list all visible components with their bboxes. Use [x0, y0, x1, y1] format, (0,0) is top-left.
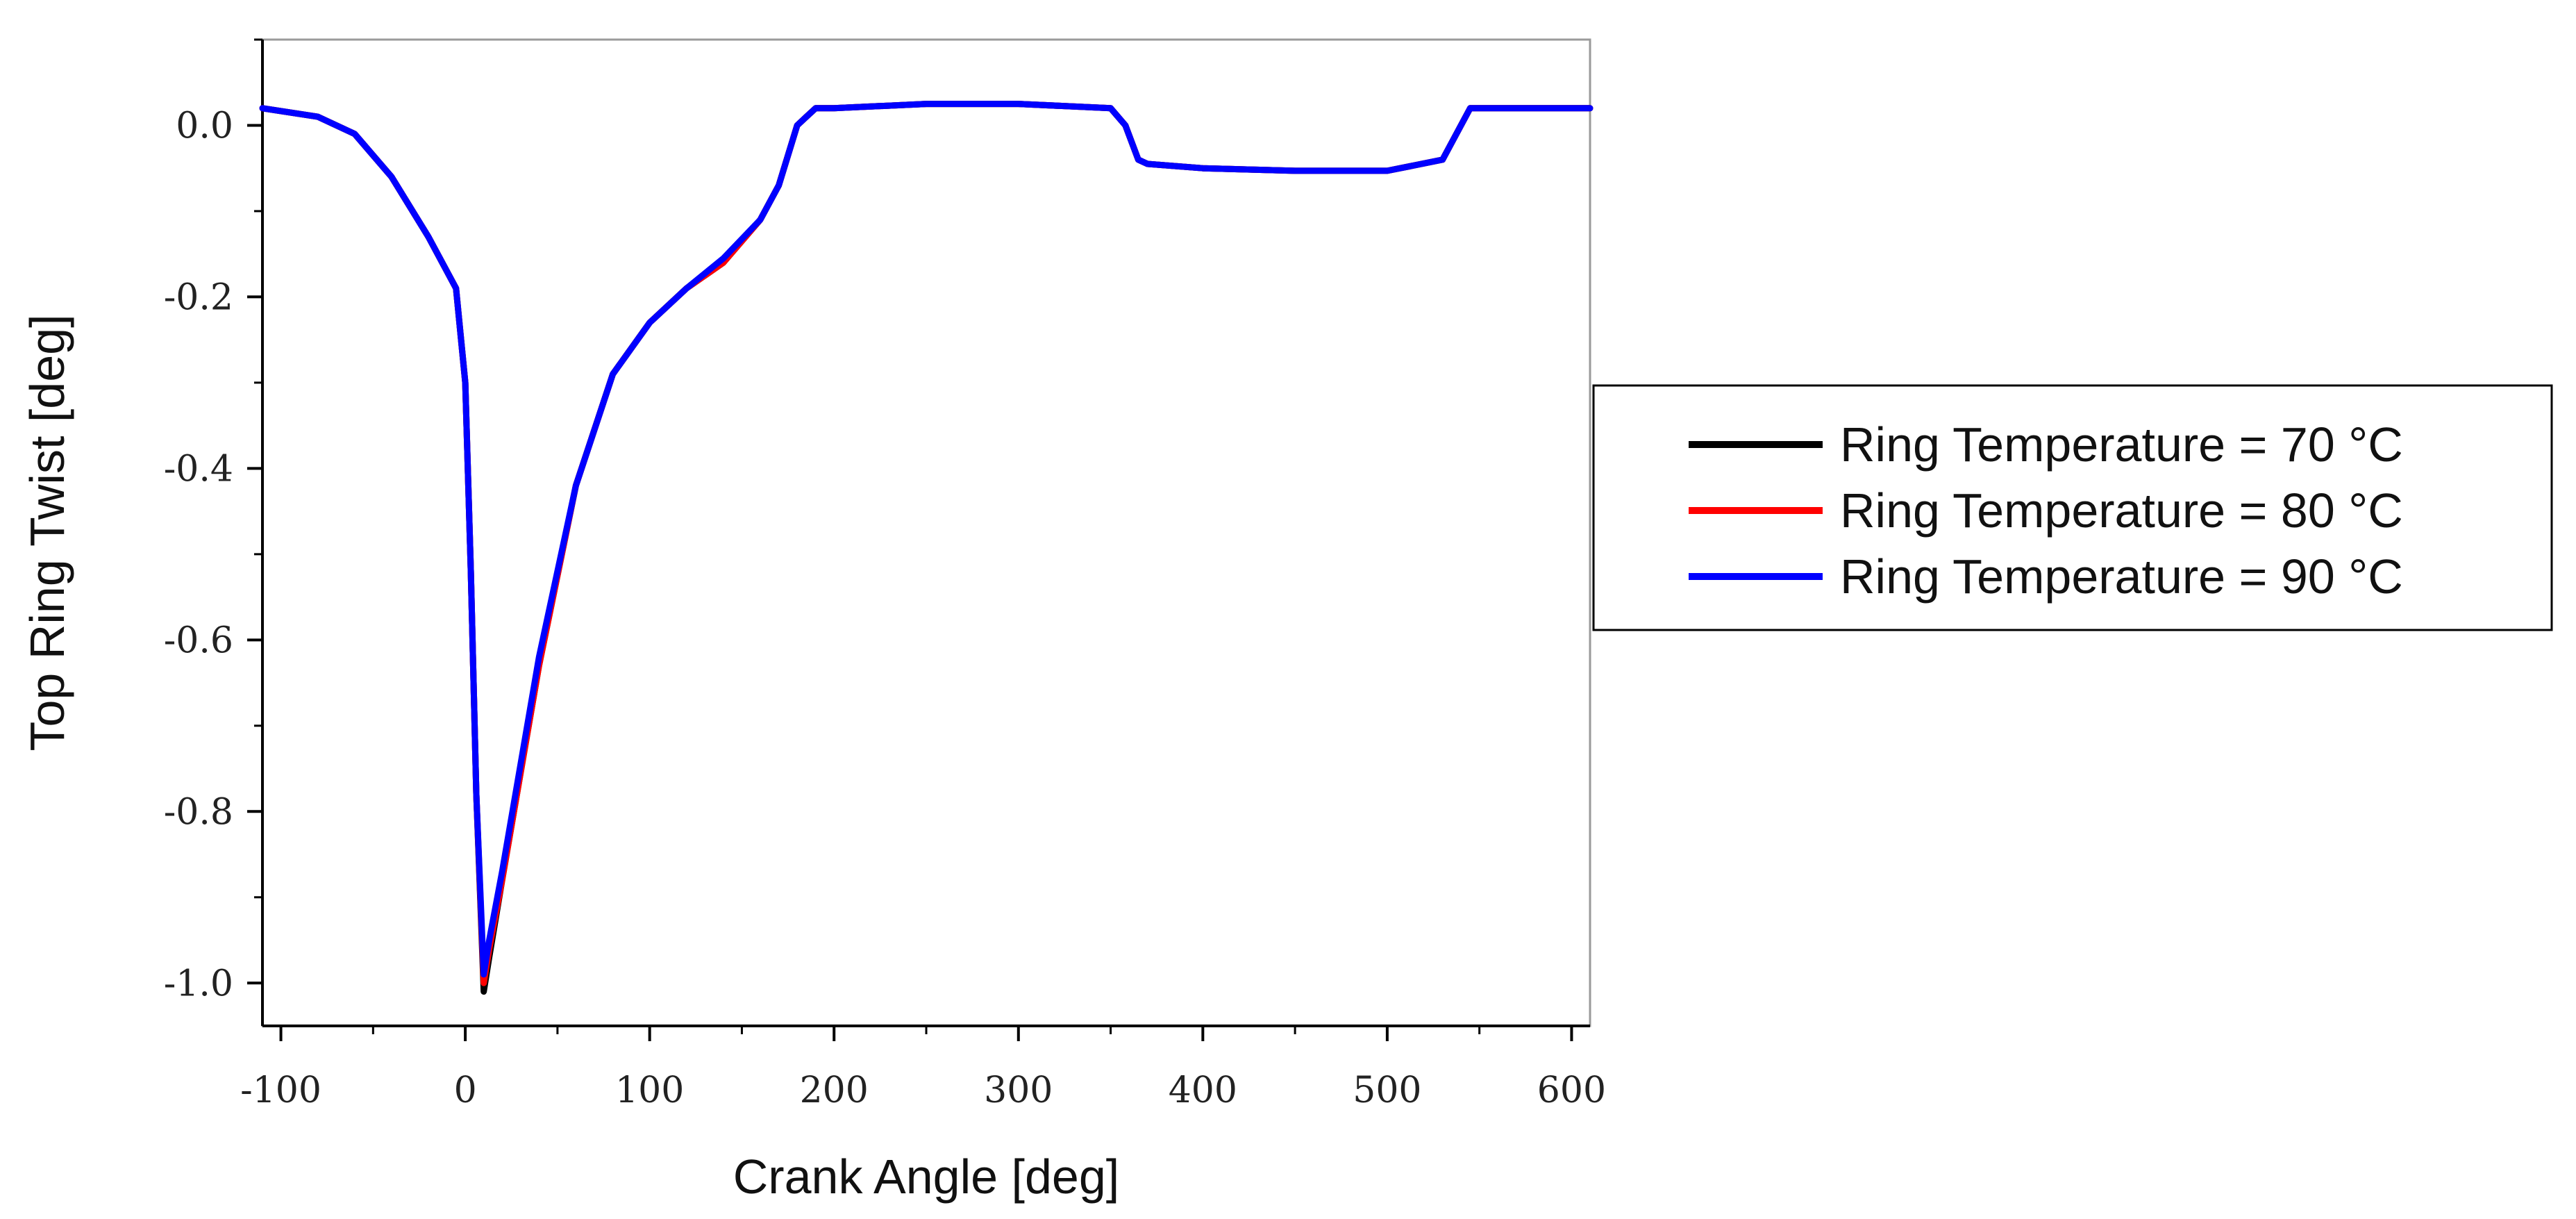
x-tick-label: 600 — [1537, 1070, 1606, 1111]
y-ticks: 0.0 -0.2 -0.4 -0.6 -0.8 -1.0 — [164, 38, 262, 1004]
y-tick-label: 0.0 — [176, 105, 233, 147]
x-tick-label: -100 — [240, 1070, 321, 1111]
x-tick-label: 400 — [1169, 1070, 1237, 1111]
legend-entries: Ring Temperature = 70 °C Ring Temperature… — [1689, 417, 2403, 604]
legend-label-2: Ring Temperature = 80 °C — [1840, 483, 2403, 538]
legend-label-1: Ring Temperature = 70 °C — [1840, 417, 2403, 472]
y-tick-label: -1.0 — [164, 963, 233, 1004]
y-tick-label: -0.2 — [164, 276, 233, 318]
legend-label-3: Ring Temperature = 90 °C — [1840, 549, 2403, 604]
x-tick-label: 500 — [1353, 1070, 1421, 1111]
x-tick-label: 100 — [615, 1070, 684, 1111]
y-tick-label: -0.6 — [164, 620, 233, 661]
y-tick-label: -0.4 — [164, 448, 233, 490]
x-axis-title: Crank Angle [deg] — [733, 1150, 1119, 1204]
x-ticks: -100 0 100 200 300 400 500 600 — [240, 1026, 1606, 1111]
series-lines — [259, 101, 1594, 995]
x-tick-label: 200 — [800, 1070, 869, 1111]
y-axis-title: Top Ring Twist [deg] — [20, 314, 74, 751]
y-tick-label: -0.8 — [164, 791, 233, 833]
plot-area — [261, 38, 1591, 1027]
legend: Ring Temperature = 70 °C Ring Temperature… — [1592, 384, 2553, 631]
x-tick-label: 300 — [984, 1070, 1053, 1111]
series-line-3 — [259, 101, 1594, 978]
x-tick-label: 0 — [454, 1070, 477, 1111]
